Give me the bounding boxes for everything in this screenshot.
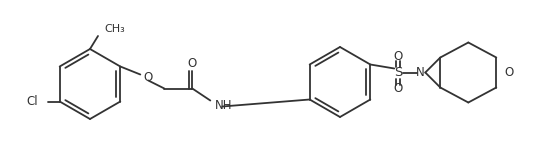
Text: S: S: [394, 66, 403, 79]
Text: O: O: [143, 71, 153, 84]
Text: Cl: Cl: [26, 95, 38, 108]
Text: CH₃: CH₃: [104, 24, 125, 34]
Text: O: O: [504, 66, 514, 79]
Text: NH: NH: [216, 99, 233, 112]
Text: N: N: [416, 66, 424, 79]
Text: O: O: [394, 82, 403, 95]
Text: O: O: [188, 57, 197, 70]
Text: O: O: [394, 50, 403, 63]
